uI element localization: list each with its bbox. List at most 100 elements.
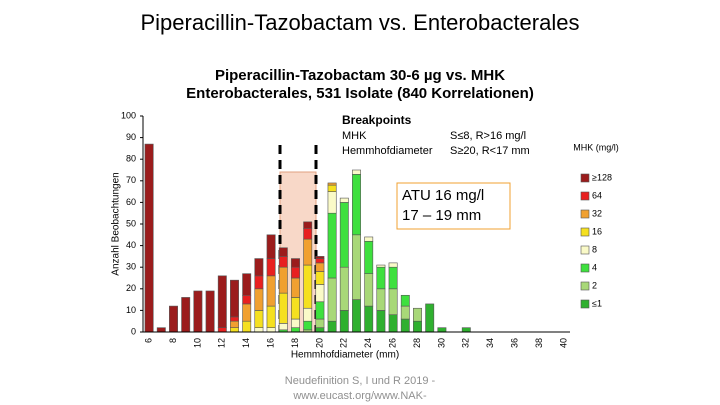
legend-label: ≥128 [592,172,612,182]
bar-segment [266,258,276,277]
bar-segment [352,234,361,300]
bar-segment [413,320,422,333]
bar-segment [205,290,215,333]
footer: www.eucast.org/www.NAK- [292,390,427,402]
bar-segment [278,292,288,324]
bar-segment [327,212,337,279]
bar-segment [339,310,349,333]
legend-label: ≤1 [592,298,602,308]
x-tick-label: 30 [436,338,446,348]
legend-label: 16 [592,226,602,236]
bar-segment [315,301,325,320]
legend-swatch [580,299,590,309]
bar-segment [315,271,325,285]
y-axis-label: Anzahl Beobachtungen [111,172,122,275]
bar-segment [327,184,337,192]
bar-segment [156,327,166,333]
y-tick-label: 80 [126,154,136,164]
bar-segment [242,294,252,305]
bar-segment [376,288,386,311]
bar-segment [339,266,349,311]
bar-segment [254,310,264,328]
bar-segment [291,258,300,268]
bar-segment [169,305,178,333]
annotation: 17 – 19 mm [402,207,481,224]
legend-swatch [580,191,590,201]
x-tick-label: 38 [534,338,544,348]
bar-segment [376,310,386,333]
bar-segment [193,290,203,333]
legend-swatch [580,281,590,291]
slide-title: Piperacillin-Tazobactam vs. Enterobacter… [141,10,580,35]
bar-segment [266,275,276,307]
annotation: ATU 16 mg/l [402,187,484,204]
bar-segment [242,303,252,322]
bar-segment [230,279,239,318]
y-tick-label: 0 [131,326,136,336]
x-axis-label: Hemmhofdiameter (mm) [291,350,399,361]
y-tick-label: 100 [121,110,136,120]
x-tick-label: 8 [168,338,178,343]
bar-segment [425,303,435,333]
annotation-box [396,182,511,230]
bar-segment [400,305,410,320]
breakpoints-title: Breakpoints [342,113,412,127]
bar-segment [266,234,276,259]
y-tick-label: 10 [126,305,136,315]
legend-label: 4 [592,262,597,272]
bar-segment [242,320,252,333]
bar-segment [291,318,300,328]
bar-segment [400,318,410,333]
bar-segment [352,299,361,333]
bar-segment [413,307,422,322]
y-tick-label: 30 [126,262,136,272]
bar-segment [217,275,227,328]
x-tick-label: 22 [339,338,349,348]
x-tick-label: 10 [192,338,202,348]
x-tick-label: 28 [412,338,422,348]
bar-segment [364,305,374,333]
bar-segment [291,266,300,279]
chart-title: Piperacillin-Tazobactam 30-6 µg vs. MHK [215,67,505,84]
bar-segment [388,314,398,333]
bar-segment [291,327,300,333]
x-tick-label: 34 [485,338,495,348]
bar-segment [291,297,300,320]
bar-segment [376,266,386,290]
y-tick-label: 50 [126,218,136,228]
bar-segment [388,266,398,290]
bar-segment [315,327,325,333]
bar-segment [266,305,276,328]
x-tick-label: 32 [461,338,471,348]
bar-segment [254,275,264,290]
bar-segment [364,240,374,274]
bar-segment [230,316,239,322]
x-tick-label: 18 [290,338,300,348]
bar-segment [278,247,288,257]
x-tick-label: 26 [387,338,397,348]
breakpoints-value: S≥20, R<17 mm [450,145,530,157]
bar-segment [254,327,264,333]
legend-label: 8 [592,244,597,254]
legend-swatch [580,245,590,255]
bar-segment [376,264,386,268]
bar-segment [303,238,313,266]
x-tick-label: 20 [314,338,324,348]
bar-segment [364,236,374,242]
bar-segment [181,297,191,333]
bar-segment [315,262,325,272]
y-tick-label: 40 [126,240,136,250]
legend-title: MHK (mg/l) [573,142,619,152]
x-tick-label: 6 [143,338,153,343]
bar-segment [327,320,337,333]
bar-segment [254,258,264,277]
bar-segment [339,202,349,268]
y-tick-label: 20 [126,283,136,293]
legend-swatch [580,173,590,183]
legend-swatch [580,209,590,219]
breakpoints-value: S≤8, R>16 mg/l [450,130,526,142]
bar-segment [352,174,361,236]
x-tick-label: 24 [363,338,373,348]
